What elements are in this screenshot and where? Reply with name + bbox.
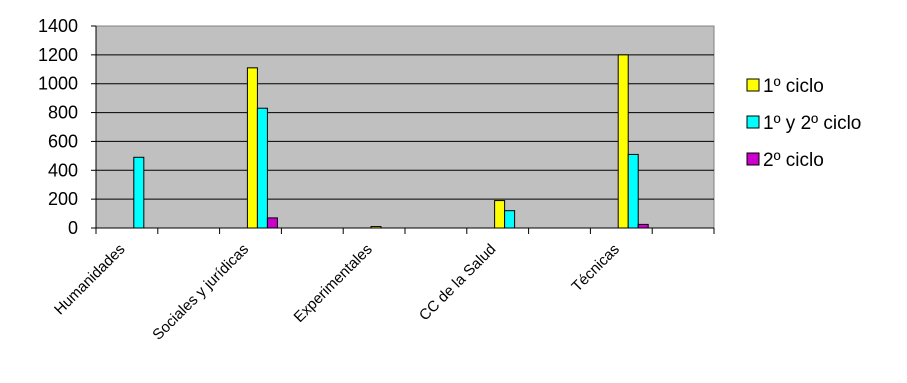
bar	[133, 156, 145, 229]
bar	[256, 107, 268, 229]
legend-swatch	[746, 78, 760, 92]
bar	[627, 153, 639, 229]
legend: 1º ciclo 1º y 2º ciclo 2º ciclo	[746, 76, 861, 171]
x-tick-label: Humanidades	[51, 241, 128, 318]
y-tick-label: 200	[48, 189, 78, 209]
y-tick-label: 1000	[38, 74, 78, 94]
gridlines	[96, 54, 714, 200]
y-tick-label: 0	[68, 218, 78, 238]
x-tick-label: Sociales y jurídicas	[149, 241, 252, 344]
x-tick-label: CC de la Salud	[416, 241, 499, 324]
x-tick-labels: Humanidades Sociales y jurídicas Experimen…	[51, 241, 623, 344]
bar	[504, 210, 516, 229]
y-tick-label: 600	[48, 131, 78, 151]
legend-swatch	[746, 115, 760, 129]
bar	[246, 67, 258, 229]
bar	[637, 223, 649, 229]
legend-label: 2º ciclo	[763, 150, 824, 171]
x-tick-label: Técnicas	[568, 241, 622, 295]
legend-label: 1º ciclo	[763, 76, 824, 97]
bar	[266, 217, 278, 229]
legend-label: 1º y 2º ciclo	[763, 113, 861, 134]
y-tick-label: 400	[48, 160, 78, 180]
plot-background	[95, 25, 715, 229]
y-tick-label: 1400	[38, 16, 78, 36]
bar	[494, 200, 506, 229]
x-tick-label: Experimentales	[291, 241, 376, 326]
plot-area	[95, 25, 715, 229]
y-tick-label: 800	[48, 103, 78, 123]
bar	[617, 54, 629, 229]
y-tick-labels: 0 200 400 600 800 1000 1200 1400	[38, 16, 96, 238]
legend-swatch	[746, 152, 760, 166]
axes	[95, 26, 715, 234]
y-tick-label: 1200	[38, 45, 78, 65]
